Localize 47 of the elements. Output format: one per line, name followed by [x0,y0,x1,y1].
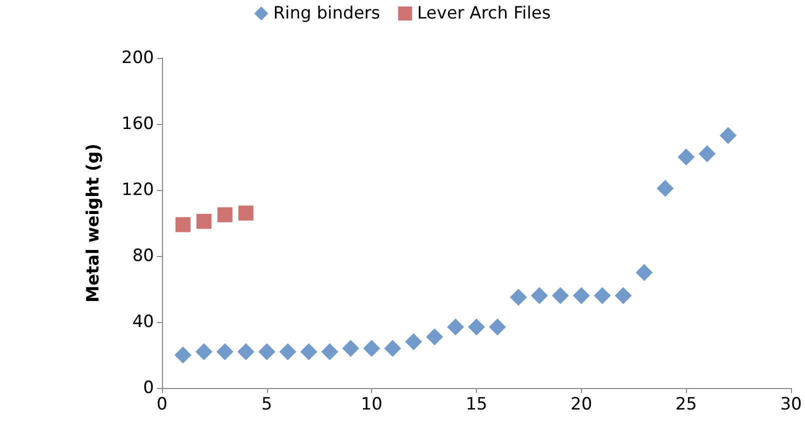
x-tick-label: 15 [466,394,488,414]
point [572,287,590,304]
point [488,318,506,336]
point [447,318,464,336]
y-axis-title: Metal weight (g) [84,144,104,302]
point [216,343,234,360]
point [384,340,402,357]
point [594,287,611,304]
y-tick-label: 0 [143,378,154,398]
point [656,180,674,197]
point [614,287,632,304]
x-tick-label: 0 [156,394,168,414]
point [426,328,444,346]
point [300,343,318,360]
point [238,206,254,221]
point [342,340,360,357]
point [175,217,190,232]
point [174,346,192,364]
point [552,287,569,304]
point [363,340,380,357]
point [636,264,653,281]
y-tick-label: 160 [122,114,154,134]
y-tick-label: 200 [122,48,154,68]
point [720,127,737,144]
point [510,288,527,306]
point [405,333,422,350]
x-tick-label: 20 [570,394,592,414]
point [678,148,695,166]
point [258,343,276,360]
point [237,343,254,360]
point [321,343,338,360]
y-tick-label: 120 [122,180,154,200]
point [468,318,485,336]
point [196,214,212,229]
x-tick-label: 10 [360,394,382,414]
point [195,343,212,360]
legend-label: Ring binders [273,4,380,24]
point [279,343,296,360]
x-tick-label: 30 [780,394,802,414]
point [530,287,548,304]
legend-label: Lever Arch Files [417,4,551,24]
x-tick-label: 25 [675,394,697,414]
y-tick-label: 80 [132,246,154,266]
point [698,145,716,162]
y-tick-label: 40 [132,312,154,332]
x-tick-label: 5 [261,394,272,414]
point [217,207,232,222]
